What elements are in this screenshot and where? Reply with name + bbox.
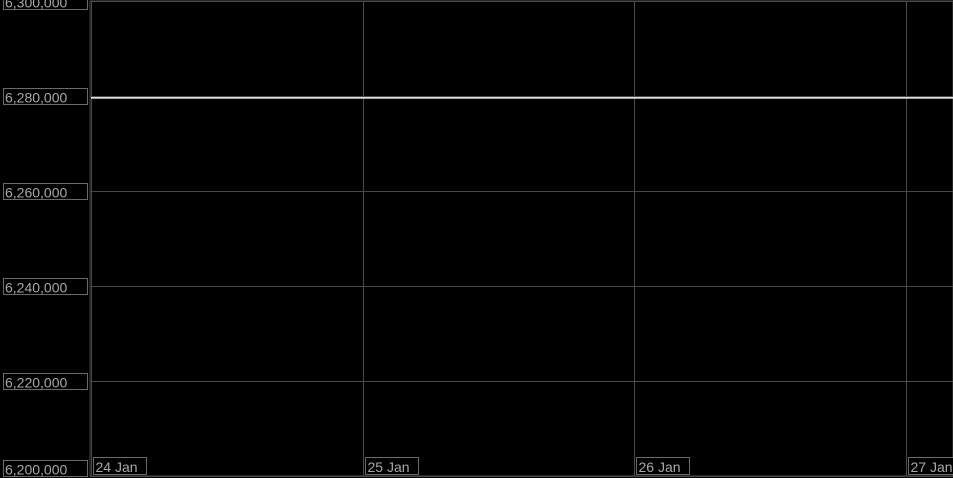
x-tick-label: 24 Jan: [96, 459, 138, 475]
y-tick-label-box: [3, 183, 88, 200]
x-tick-label: 26 Jan: [639, 459, 681, 475]
y-tick-label: 6,220,000: [5, 375, 67, 391]
x-tick-label: 25 Jan: [368, 459, 410, 475]
y-tick-label: 6,260,000: [5, 185, 67, 201]
y-tick-label: 6,200,000: [5, 462, 67, 478]
y-tick-label: 6,240,000: [5, 280, 67, 296]
y-tick-label-box: [3, 0, 88, 10]
x-tick-label: 27 Jan: [911, 459, 953, 475]
y-tick-label-box: [3, 88, 88, 105]
x-tick-label-box: [636, 457, 690, 475]
y-tick-label: 6,300,000: [5, 0, 67, 11]
y-tick-label-box: [3, 460, 88, 477]
x-tick-label-box: [365, 457, 419, 475]
y-tick-label-box: [3, 373, 88, 390]
y-tick-label: 6,280,000: [5, 90, 67, 106]
y-tick-label-box: [3, 278, 88, 295]
x-tick-label-box: [93, 457, 147, 475]
plot-frame: [89, 0, 953, 477]
x-tick-label-box: [908, 457, 953, 475]
